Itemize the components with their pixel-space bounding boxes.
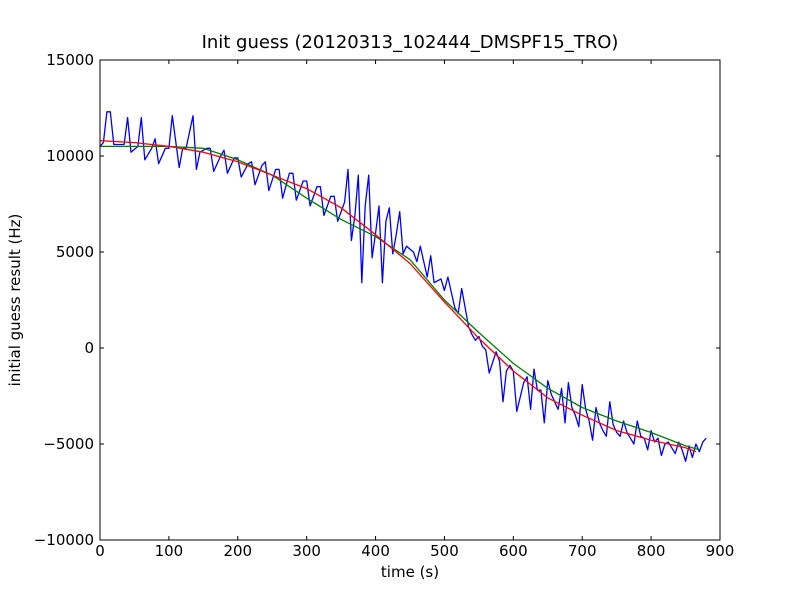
plot-area	[100, 60, 720, 540]
x-tick-label: 500	[430, 542, 459, 560]
y-tick-label: 0	[84, 339, 94, 357]
chart-title: Init guess (20120313_102444_DMSPF15_TRO)	[202, 32, 619, 53]
y-tick-label: −5000	[43, 435, 94, 453]
y-tick-label: 15000	[46, 51, 94, 69]
x-tick-label: 800	[637, 542, 666, 560]
y-axis-label: initial guess result (Hz)	[6, 214, 24, 387]
y-tick-label: −10000	[34, 531, 94, 549]
ticks-layer: 0 100 200 300 400 500 600 700 800 900 −10000 −5000 0…	[34, 51, 735, 560]
x-tick-label: 300	[292, 542, 321, 560]
x-tick-label: 200	[223, 542, 252, 560]
series-line-2	[99, 139, 697, 453]
x-axis-label: time (s)	[381, 563, 439, 581]
axes-frame	[99, 59, 721, 541]
x-tick-label: 400	[361, 542, 390, 560]
y-tick-label: 10000	[46, 147, 94, 165]
x-tick-label: 900	[706, 542, 735, 560]
series-line-0	[99, 111, 707, 462]
x-tick-label: 100	[155, 542, 184, 560]
x-tick-label: 600	[499, 542, 528, 560]
series-line-1	[100, 145, 700, 451]
x-tick-label: 0	[95, 542, 105, 560]
x-tick-label: 700	[568, 542, 597, 560]
y-tick-label: 5000	[56, 243, 94, 261]
series-layer	[99, 111, 707, 462]
